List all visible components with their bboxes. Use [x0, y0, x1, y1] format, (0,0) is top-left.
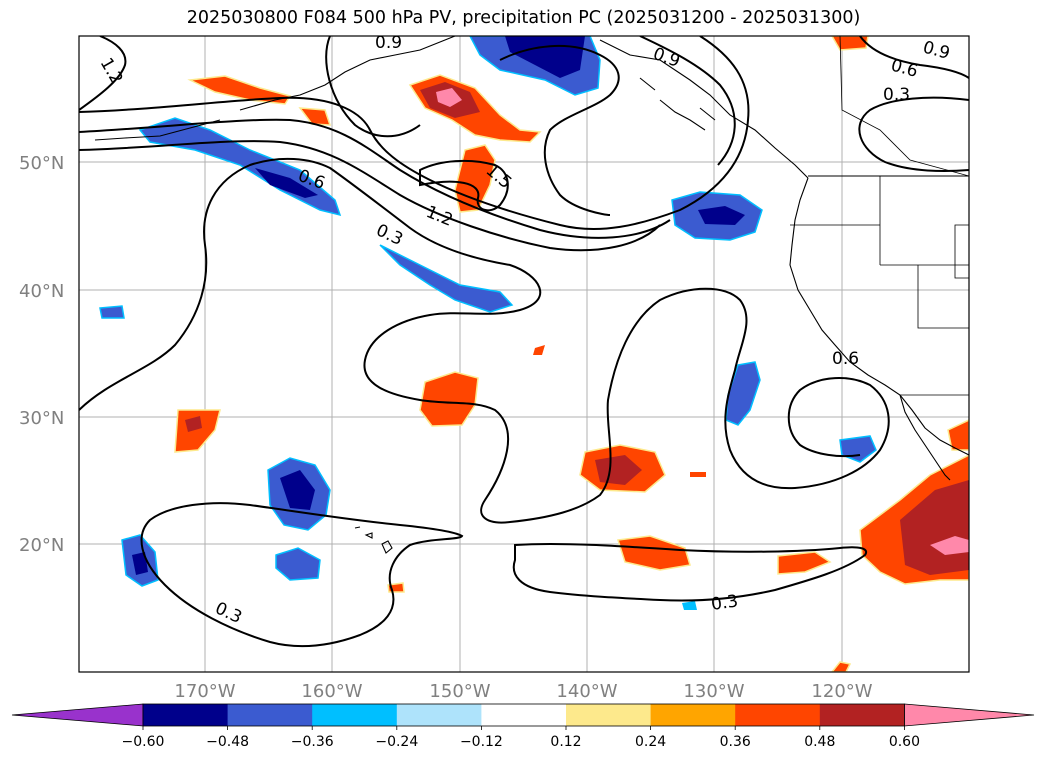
colorbar-segment: [227, 704, 313, 726]
precip-pos-peak-11: [930, 536, 969, 555]
lon-labels: 170°W 160°W 150°W 140°W 130°W 120°W: [174, 681, 872, 702]
contour-13: [639, 36, 736, 166]
aleutian-chain: [94, 119, 221, 141]
contour-label: 0.6: [832, 349, 859, 369]
precip-neg-core-2: [255, 168, 318, 198]
colorbar-ticks: −0.60 −0.48 −0.36 −0.24 −0.12 0.12 0.24 0.36 0.4…: [122, 726, 920, 750]
contour-label: 0.9: [375, 33, 402, 53]
precip-neg-core-3: [698, 206, 745, 225]
precip-pos-area-15: [690, 472, 706, 477]
contour-12: [512, 542, 868, 602]
precip-pos-core-7: [185, 416, 202, 432]
contour-4: [419, 159, 509, 212]
colorbar-segments: [11, 703, 1035, 727]
contour-10: [79, 36, 127, 111]
baja-coast: [899, 394, 951, 481]
precip-pos-area-4: [298, 107, 332, 126]
precip-pos-core-8: [595, 455, 642, 485]
lat-label-20n: 20°N: [19, 535, 64, 556]
state-boundaries: [790, 176, 969, 329]
colorbar-outline: [142, 703, 905, 727]
alaska-coast-east: [599, 39, 809, 179]
contour-2: [79, 118, 671, 239]
colorbar-segment: [143, 704, 229, 726]
precip-neg-core-9: [132, 552, 148, 575]
precip-pos-area-3: [187, 75, 292, 105]
colorbar-segment: [312, 704, 398, 726]
lat-labels: 50°N 40°N 30°N 20°N: [19, 153, 64, 556]
colorbar-tick-label: −0.36: [291, 734, 334, 750]
precip-neg-area-5: [99, 305, 125, 319]
precip-pos-area-6: [419, 371, 479, 427]
lon-label-130w: 130°W: [683, 681, 744, 702]
precip-pos-area-16: [533, 345, 545, 355]
gridlines: [79, 36, 969, 672]
precip-pos-area-9: [617, 535, 691, 571]
colorbar-tick-label: −0.60: [122, 734, 165, 750]
contour-6: [499, 45, 620, 216]
pv-contours: [79, 36, 969, 648]
colorbar-segment: [735, 704, 821, 726]
precip-pos-area-12: [947, 419, 969, 451]
lat-label-30n: 30°N: [19, 408, 64, 429]
colorbar-segment: [650, 704, 736, 726]
contour-label: 0.3: [883, 85, 910, 105]
precip-shading: [99, 36, 969, 672]
colorbar-tick-label: −0.12: [460, 734, 503, 750]
contour-8: [859, 36, 969, 79]
colorbar-tick-label: 0.60: [889, 734, 920, 750]
colorbar-tick-label: −0.24: [375, 734, 418, 750]
precip-pos-area-5: [831, 36, 869, 51]
hawaii-islands: [354, 526, 393, 554]
contour-5: [325, 36, 421, 138]
lat-label-40n: 40°N: [19, 281, 64, 302]
precip-pos-area-10: [777, 551, 832, 575]
colorbar-segment: [566, 704, 652, 726]
contour-11: [140, 502, 464, 648]
colorbar: −0.60 −0.48 −0.36 −0.24 −0.12 0.12 0.24 0.36 0.4…: [11, 703, 1035, 750]
colorbar-segment: [819, 704, 905, 726]
contour-1: [79, 36, 750, 230]
map-frame: [78, 35, 970, 673]
contour-label: 0.3: [710, 591, 740, 615]
precip-neg-area-11: [682, 601, 697, 610]
precip-neg-area-8: [275, 547, 321, 581]
us-west-coast: [789, 177, 969, 456]
lon-label-120w: 120°W: [811, 681, 872, 702]
precip-neg-core-7: [280, 470, 315, 510]
colorbar-extend-high: [904, 703, 1035, 727]
contour-7: [79, 157, 890, 524]
coastlines: [94, 36, 969, 554]
map-title: 2025030800 F084 500 hPa PV, precipitatio…: [186, 8, 861, 28]
lat-label-50n: 50°N: [19, 153, 64, 174]
alaska-gulf-islands: [639, 77, 716, 131]
lon-label-150w: 150°W: [429, 681, 490, 702]
contour-9: [858, 96, 969, 173]
lon-label-170w: 170°W: [174, 681, 235, 702]
colorbar-segment: [396, 704, 482, 726]
contour-3: [79, 140, 661, 252]
colorbar-extend-low: [11, 703, 144, 727]
precip-pos-area-14: [831, 661, 852, 672]
colorbar-tick-label: −0.48: [206, 734, 249, 750]
colorbar-segment: [481, 704, 567, 726]
precip-neg-area-4: [379, 244, 514, 313]
precip-pos-peak-1: [436, 88, 462, 107]
colorbar-tick-label: 0.36: [720, 734, 751, 750]
lon-label-140w: 140°W: [556, 681, 617, 702]
colorbar-tick-label: 0.48: [804, 734, 835, 750]
colorbar-tick-label: 0.12: [550, 734, 581, 750]
lon-label-160w: 160°W: [301, 681, 362, 702]
canada-inland: [839, 36, 969, 177]
colorbar-tick-label: 0.24: [635, 734, 666, 750]
